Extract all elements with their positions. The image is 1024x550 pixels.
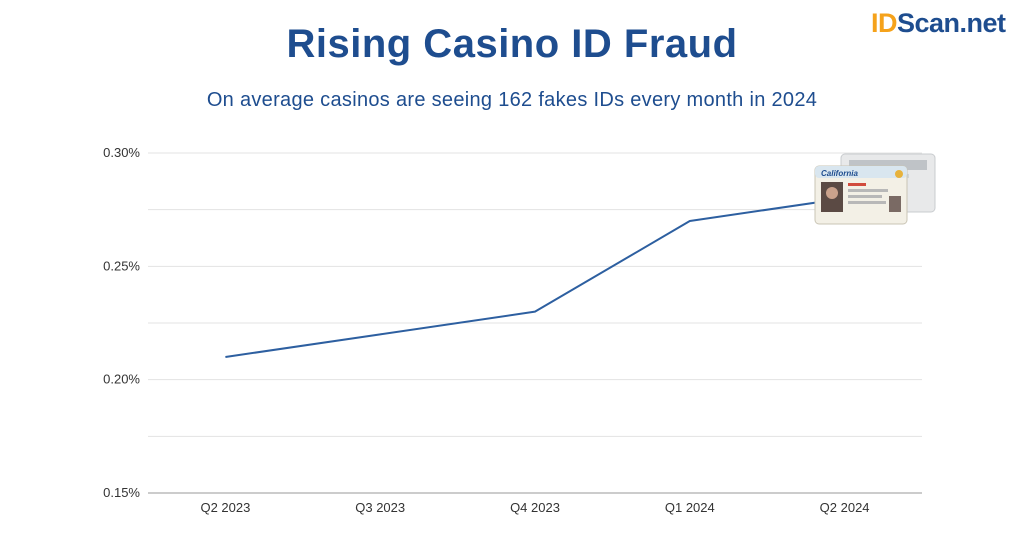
logo-accent-text: ID [871, 8, 898, 38]
x-tick-label: Q4 2023 [510, 500, 560, 515]
gridlines [148, 152, 922, 437]
chart-title: Rising Casino ID Fraud [286, 22, 738, 66]
series-layer [225, 197, 845, 358]
y-tick-label: 0.30% [103, 145, 140, 160]
y-tick-label: 0.15% [103, 485, 140, 500]
id-card-state-label: California [821, 169, 858, 178]
x-tick-label: Q1 2024 [665, 500, 715, 515]
x-tick-label: Q3 2023 [355, 500, 405, 515]
x-tick-label: Q2 2024 [820, 500, 870, 515]
y-tick-label: 0.20% [103, 372, 140, 387]
idscan-logo: IDScan.net [871, 8, 1006, 39]
x-axis-ticks: Q2 2023 Q3 2023 Q4 2023 Q1 2024 Q2 2024 [200, 500, 869, 515]
x-tick-label: Q2 2023 [200, 500, 250, 515]
series-line [225, 197, 845, 358]
id-card-icon: California [814, 153, 936, 225]
chart-subtitle: On average casinos are seeing 162 fakes … [206, 89, 818, 111]
logo-rest-text: Scan.net [897, 8, 1006, 38]
y-tick-label: 0.25% [103, 258, 140, 273]
y-axis-ticks: 0.30% 0.25% 0.20% 0.15% [103, 145, 140, 500]
